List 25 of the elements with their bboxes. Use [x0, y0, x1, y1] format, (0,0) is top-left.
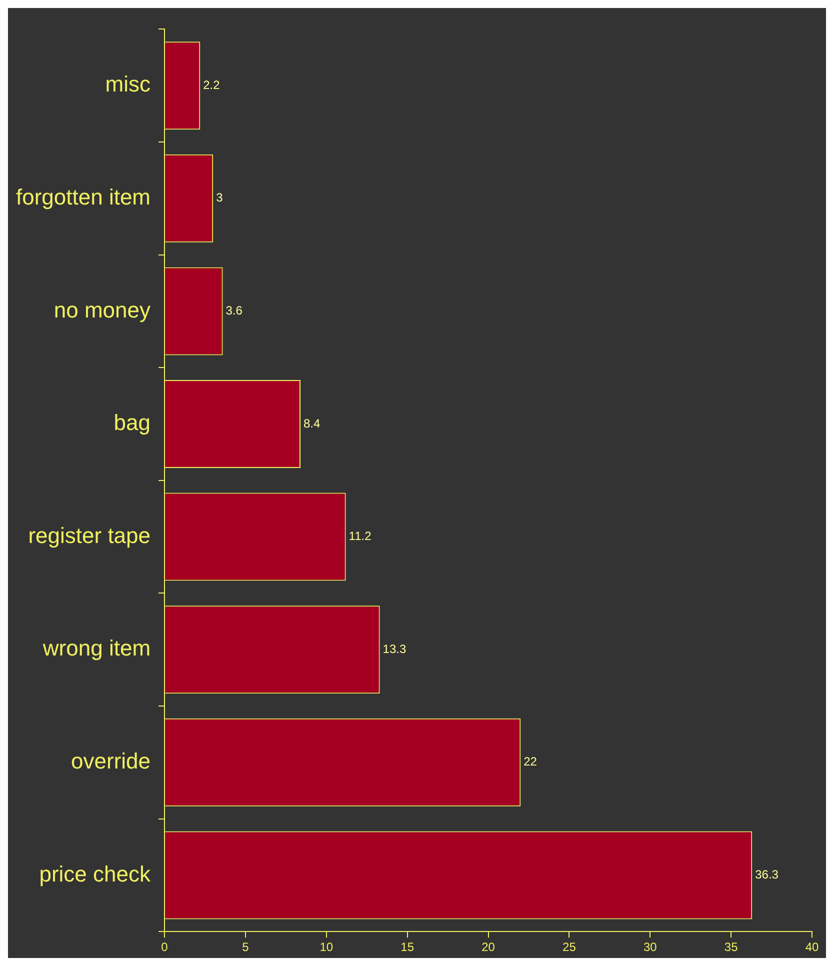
data-label: 13.3: [382, 642, 406, 656]
y-tick-label: forgotten item: [16, 184, 151, 210]
x-tick-label: 30: [643, 940, 658, 954]
data-label: 22: [524, 754, 538, 769]
data-label: 2.2: [203, 78, 220, 92]
x-tick-label: 20: [482, 940, 496, 954]
data-label: 36.3: [755, 868, 779, 882]
x-tick-label: 0: [161, 940, 168, 954]
y-tick-label: misc: [105, 72, 151, 97]
x-tick-label: 10: [320, 940, 334, 954]
x-tick-label: 35: [724, 940, 738, 954]
data-label: 8.4: [303, 416, 320, 430]
x-tick-label: 25: [562, 940, 576, 954]
y-tick-label: price check: [39, 861, 152, 886]
y-tick-label: override: [71, 748, 151, 774]
y-tick-label: no money: [54, 297, 151, 322]
x-tick-label: 40: [805, 940, 819, 954]
x-tick-label: 5: [242, 940, 250, 954]
y-tick-label: wrong item: [42, 636, 151, 661]
data-label: 3.6: [226, 304, 243, 318]
y-tick-label: bag: [114, 410, 151, 436]
data-label: 3: [216, 190, 224, 205]
x-tick-label: 15: [400, 940, 414, 954]
y-tick-label: register tape: [28, 522, 151, 548]
data-label: 11.2: [348, 529, 372, 544]
